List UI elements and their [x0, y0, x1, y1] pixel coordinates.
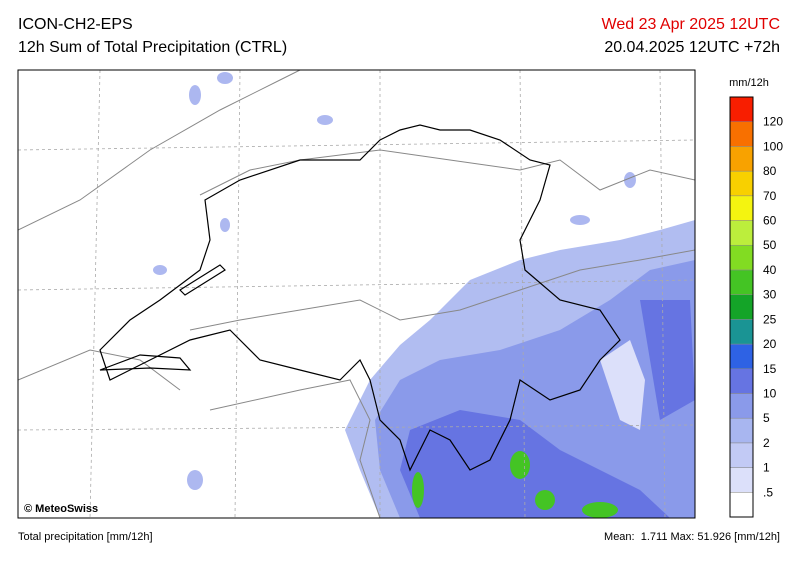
legend-label: 30: [763, 288, 777, 302]
color-box: [729, 294, 754, 320]
color-box: [729, 170, 754, 197]
model-name: ICON-CH2-EPS: [18, 16, 133, 33]
legend-unit: mm/12h: [729, 77, 769, 89]
legend-label: 100: [763, 139, 783, 153]
legend-label: 1: [763, 461, 770, 475]
legend-label: 50: [763, 238, 777, 252]
run-time: 20.04.2025 12UTC +72h: [604, 39, 780, 56]
copyright: © MeteoSwiss: [24, 503, 98, 515]
color-box: [729, 319, 754, 345]
mean-label: Mean:: [604, 531, 635, 543]
legend-label: 15: [763, 362, 777, 376]
legend-label: 20: [763, 337, 777, 351]
legend-label: 60: [763, 214, 777, 228]
colorbar-frame: [729, 96, 754, 518]
legend-label: 40: [763, 263, 777, 277]
legend-label: 10: [763, 386, 777, 400]
color-box: [729, 121, 754, 147]
unit: [mm/12h]: [734, 531, 780, 543]
footer-stats: Mean: 1.711 Max: 51.926 [mm/12h]: [604, 531, 780, 543]
color-box: [729, 492, 754, 518]
color-box: [729, 393, 754, 419]
color-box: [729, 269, 754, 295]
legend-label: 5: [763, 411, 770, 425]
color-box: [729, 417, 754, 444]
mean-value: 1.711: [640, 531, 668, 543]
legend-label: 2: [763, 436, 770, 450]
color-box: [729, 343, 754, 370]
color-box: [729, 220, 754, 246]
map: © MeteoSwiss: [18, 70, 695, 518]
legend-label: 25: [763, 312, 777, 326]
color-box: [729, 467, 754, 493]
max-label: Max:: [670, 531, 695, 543]
color-box: [729, 96, 754, 122]
legend-label: .5: [763, 485, 773, 499]
valid-time: Wed 23 Apr 2025 12UTC: [601, 16, 780, 33]
color-box: [729, 195, 754, 221]
color-box: [729, 442, 754, 468]
legend-label: 70: [763, 189, 777, 203]
max-value: 51.926: [697, 531, 732, 543]
legend-label: 80: [763, 164, 777, 178]
color-box: [729, 244, 754, 271]
footer-caption: Total precipitation [mm/12h]: [18, 531, 153, 543]
color-box: [729, 146, 754, 172]
product-name: 12h Sum of Total Precipitation (CTRL): [18, 39, 288, 56]
legend-label: 120: [763, 115, 783, 129]
color-box: [729, 368, 754, 394]
